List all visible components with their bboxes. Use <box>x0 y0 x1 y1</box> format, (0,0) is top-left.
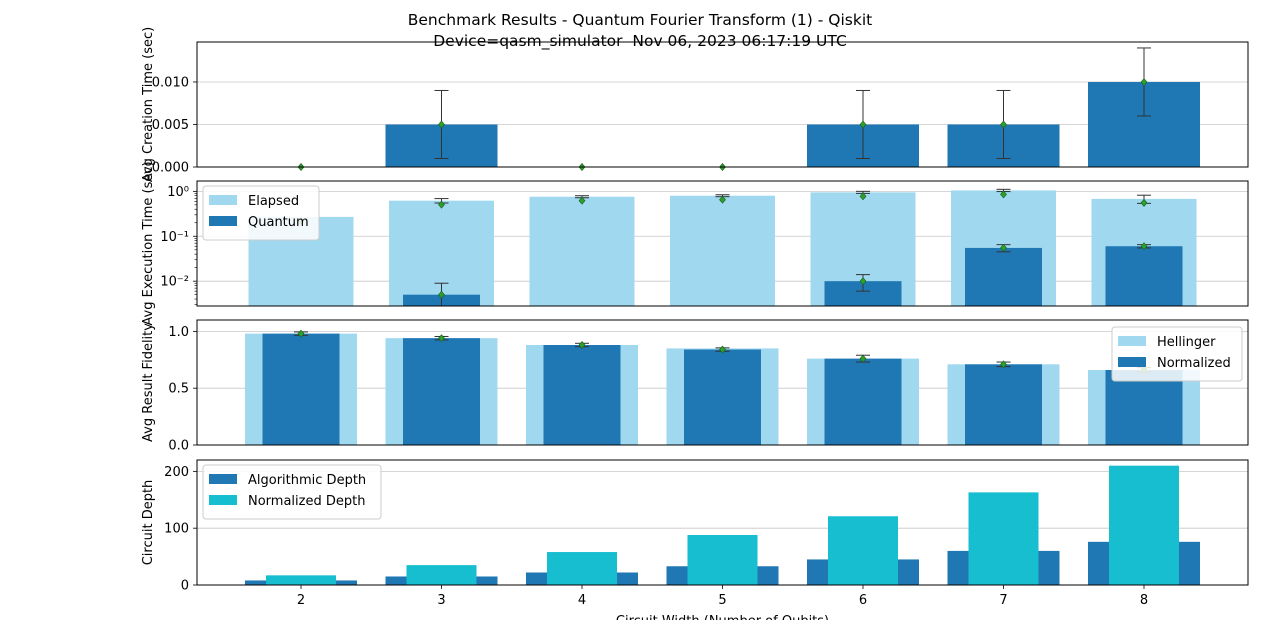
creation-ytick-label: 0.005 <box>152 118 189 133</box>
execution-elapsed-bar <box>529 196 635 306</box>
execution-ytick-label: 10⁻¹ <box>160 230 189 245</box>
execution-legend-label: Elapsed <box>248 194 299 209</box>
depth-legend-label: Algorithmic Depth <box>248 473 366 488</box>
depth-xtick-label: 7 <box>999 593 1007 608</box>
execution-elapsed-point-marker <box>859 192 867 201</box>
fidelity-normalized-bar <box>262 333 340 445</box>
creation-point-marker <box>1000 120 1007 129</box>
execution-quantum-bar <box>965 247 1042 306</box>
execution-legend-swatch <box>209 216 237 226</box>
fidelity-ytick-label: 1.0 <box>168 325 189 340</box>
execution-time-panel: 10⁻² 10⁻¹ 10⁰ Avg Execution Time (sec) Elaps… <box>141 161 1249 326</box>
depth-ytick-label: 200 <box>164 465 189 480</box>
fidelity-ylabel: Avg Result Fidelity <box>141 323 156 442</box>
execution-elapsed-point-marker <box>438 200 445 209</box>
depth-xtick-label: 6 <box>859 593 867 608</box>
depth-legend <box>202 464 382 520</box>
creation-point-marker <box>1140 78 1148 86</box>
fidelity-normalized-bar <box>543 345 621 445</box>
figure-title: Benchmark Results - Quantum Fourier Tran… <box>0 10 1280 52</box>
fidelity-normalized-bar <box>824 358 902 445</box>
depth-xtick-label: 5 <box>718 593 726 608</box>
execution-quantum-point-marker <box>1140 242 1148 251</box>
fidelity-legend-swatch <box>1118 336 1146 346</box>
fidelity-ytick-label: 0.5 <box>168 382 189 397</box>
depth-legend-swatch <box>209 495 237 505</box>
fidelity-point-marker <box>719 345 726 354</box>
depth-legend-swatch <box>209 474 237 484</box>
execution-elapsed-point-marker <box>719 195 726 204</box>
depth-xtick-label: 2 <box>297 593 305 608</box>
fidelity-legend-label: Hellinger <box>1157 335 1216 350</box>
fidelity-ytick-label: 0.0 <box>168 439 189 454</box>
execution-ylabel: Avg Execution Time (sec) <box>141 161 156 325</box>
depth-ytick-label: 0 <box>181 579 189 594</box>
title-line-2: Device=qasm_simulator Nov 06, 2023 06:17… <box>433 32 847 50</box>
fidelity-axes-frame <box>196 319 1249 446</box>
fidelity-point-marker <box>578 341 586 349</box>
depth-normalized-bar <box>1109 465 1179 585</box>
execution-legend-label: Quantum <box>248 215 309 230</box>
depth-normalized-bar <box>968 492 1039 585</box>
fidelity-normalized-bar <box>403 338 480 445</box>
execution-ytick-label: 10⁰ <box>167 185 189 200</box>
depth-legend-label: Normalized Depth <box>248 494 365 509</box>
fidelity-legend-swatch <box>1118 357 1146 367</box>
execution-legend-swatch <box>209 195 237 205</box>
creation-ytick-label: 0.010 <box>152 75 189 90</box>
execution-elapsed-point-marker <box>1140 198 1148 207</box>
fidelity-point-marker <box>297 329 305 338</box>
depth-normalized-bar <box>687 535 758 585</box>
depth-normalized-bar <box>828 516 898 585</box>
depth-ytick-label: 100 <box>164 522 189 537</box>
execution-ytick-label: 10⁻² <box>160 275 189 290</box>
fidelity-legend-label: Normalized <box>1157 356 1231 371</box>
fidelity-normalized-bar <box>965 364 1042 445</box>
execution-quantum-point-marker <box>1000 243 1007 252</box>
depth-normalized-bar <box>266 575 336 585</box>
fidelity-panel: 0.0 0.5 1.0 Avg Result Fidelity Hellinger Nor… <box>141 319 1249 454</box>
execution-quantum-bar <box>1105 246 1183 306</box>
execution-quantum-point-marker <box>859 277 867 286</box>
fidelity-point-marker <box>1000 360 1007 369</box>
creation-ytick-label: 0.000 <box>152 161 189 176</box>
fidelity-normalized-bar <box>684 349 761 445</box>
execution-elapsed-point-marker <box>1000 190 1007 199</box>
execution-quantum-point-marker <box>438 290 445 299</box>
title-line-1: Benchmark Results - Quantum Fourier Tran… <box>407 11 873 29</box>
depth-xlabel: Circuit Width (Number of Qubits) <box>616 614 829 620</box>
depth-ylabel: Circuit Depth <box>141 480 156 566</box>
fidelity-normalized-bar <box>1105 370 1183 445</box>
creation-ylabel: Avg Creation Time (sec) <box>141 27 156 182</box>
depth-xtick-label: 8 <box>1140 593 1148 608</box>
execution-elapsed-bar <box>670 195 775 306</box>
creation-point-marker <box>859 120 867 129</box>
fidelity-point-marker <box>859 354 867 363</box>
execution-elapsed-point-marker <box>578 196 586 205</box>
fidelity-point-marker <box>438 334 445 343</box>
creation-axes-frame <box>196 41 1249 168</box>
depth-normalized-bar <box>406 565 477 585</box>
circuit-depth-panel: 0 100 200 Circuit Depth Algorithmic Depth Nor… <box>141 459 1249 620</box>
depth-xtick-label: 3 <box>437 593 445 608</box>
depth-xtick-label: 4 <box>578 593 586 608</box>
creation-point-marker <box>438 120 445 129</box>
depth-normalized-bar <box>547 552 617 585</box>
execution-axes-frame <box>196 180 1249 307</box>
